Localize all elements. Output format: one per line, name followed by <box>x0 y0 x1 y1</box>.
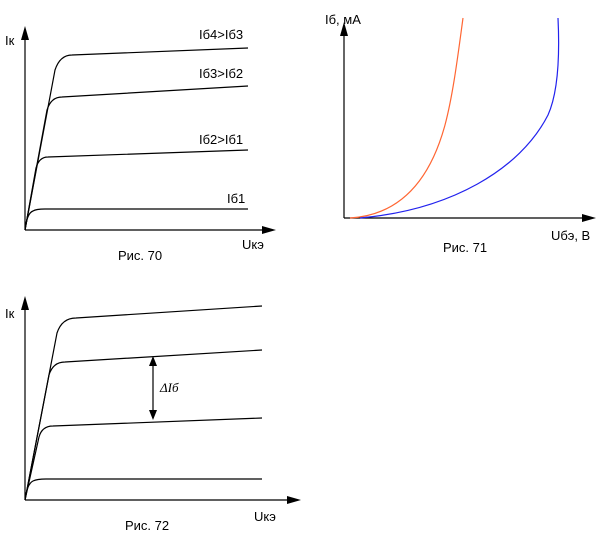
fig70-curve-label-ib1: Iб1 <box>227 191 245 206</box>
fig72-curve-1 <box>24 305 263 501</box>
fig71-caption: Рис. 71 <box>443 240 487 255</box>
fig70-curve-ib3 <box>24 85 249 231</box>
fig70-curve-ib1 <box>24 208 248 231</box>
fig70-caption: Рис. 70 <box>118 248 162 263</box>
fig70-curve-ib4 <box>24 47 249 231</box>
fig72-delta-arrow-bottom <box>149 410 157 420</box>
fig70-x-axis-label: Uкэ <box>242 237 264 252</box>
fig71-curve-left <box>349 17 464 219</box>
fig71-x-axis-label: Uбэ, В <box>551 228 590 243</box>
fig70-curve-ib2 <box>24 149 249 231</box>
fig72-caption: Рис. 72 <box>125 518 169 533</box>
fig70-curve-label-ib2: Iб2>Iб1 <box>199 132 243 147</box>
fig72-y-axis-arrow <box>21 296 29 310</box>
fig72-x-axis-label: Uкэ <box>254 509 276 524</box>
fig72-curve-4 <box>24 478 262 501</box>
fig72-delta-label: ΔIб <box>159 380 179 395</box>
fig72-curve-3 <box>24 417 263 501</box>
fig70-curve-label-ib4: Iб4>Iб3 <box>199 27 243 42</box>
figure-70: Iб4>Iб3 Iб3>Iб2 Iб2>Iб1 Iб1 Iк Uкэ Рис. … <box>5 26 276 263</box>
fig72-x-axis-arrow <box>287 496 301 504</box>
fig70-x-axis-arrow <box>262 226 276 234</box>
figure-72: ΔIб Iк Uкэ Рис. 72 <box>5 296 301 533</box>
fig72-y-axis-label: Iк <box>5 306 15 321</box>
fig71-y-axis-label: Iб, мА <box>325 12 361 27</box>
fig71-curve-right <box>359 17 560 219</box>
fig70-curve-label-ib3: Iб3>Iб2 <box>199 66 243 81</box>
fig72-curve-2 <box>24 349 263 501</box>
fig70-y-axis-arrow <box>21 26 29 40</box>
fig72-delta-arrow-top <box>149 356 157 366</box>
figure-71: Iб, мА Uбэ, В Рис. 71 <box>325 12 596 255</box>
fig71-x-axis-arrow <box>582 214 596 222</box>
fig70-y-axis-label: Iк <box>5 33 15 48</box>
fig71-y-axis-arrow <box>340 22 348 36</box>
